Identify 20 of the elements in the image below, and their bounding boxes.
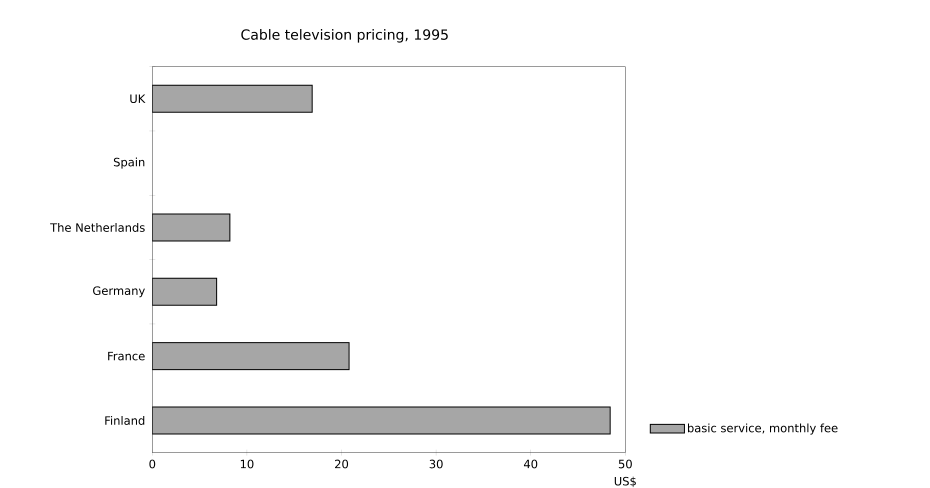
bar bbox=[152, 342, 350, 370]
bar bbox=[152, 278, 218, 306]
x-tick-label: 30 bbox=[430, 460, 443, 468]
x-tick-label: 20 bbox=[335, 460, 348, 468]
legend-label: basic service, monthly fee bbox=[688, 423, 838, 435]
chart-title: Cable television pricing, 1995 bbox=[241, 29, 448, 43]
bar bbox=[152, 84, 313, 113]
x-axis-title: US$ bbox=[614, 476, 636, 488]
y-tick-label: The Netherlands bbox=[50, 223, 145, 232]
bar bbox=[152, 213, 230, 242]
y-tick-label: UK bbox=[130, 94, 146, 104]
y-tick-label: Germany bbox=[93, 286, 145, 298]
x-tick-label: 50 bbox=[618, 460, 632, 468]
bar bbox=[152, 406, 611, 434]
x-tick-label: 40 bbox=[524, 460, 538, 468]
y-tick-label: France bbox=[108, 352, 145, 360]
x-tick-label: 10 bbox=[240, 460, 254, 468]
y-tick-label: Finland bbox=[105, 416, 144, 425]
x-tick-label: 0 bbox=[149, 460, 156, 468]
y-tick-label: Spain bbox=[114, 158, 144, 169]
